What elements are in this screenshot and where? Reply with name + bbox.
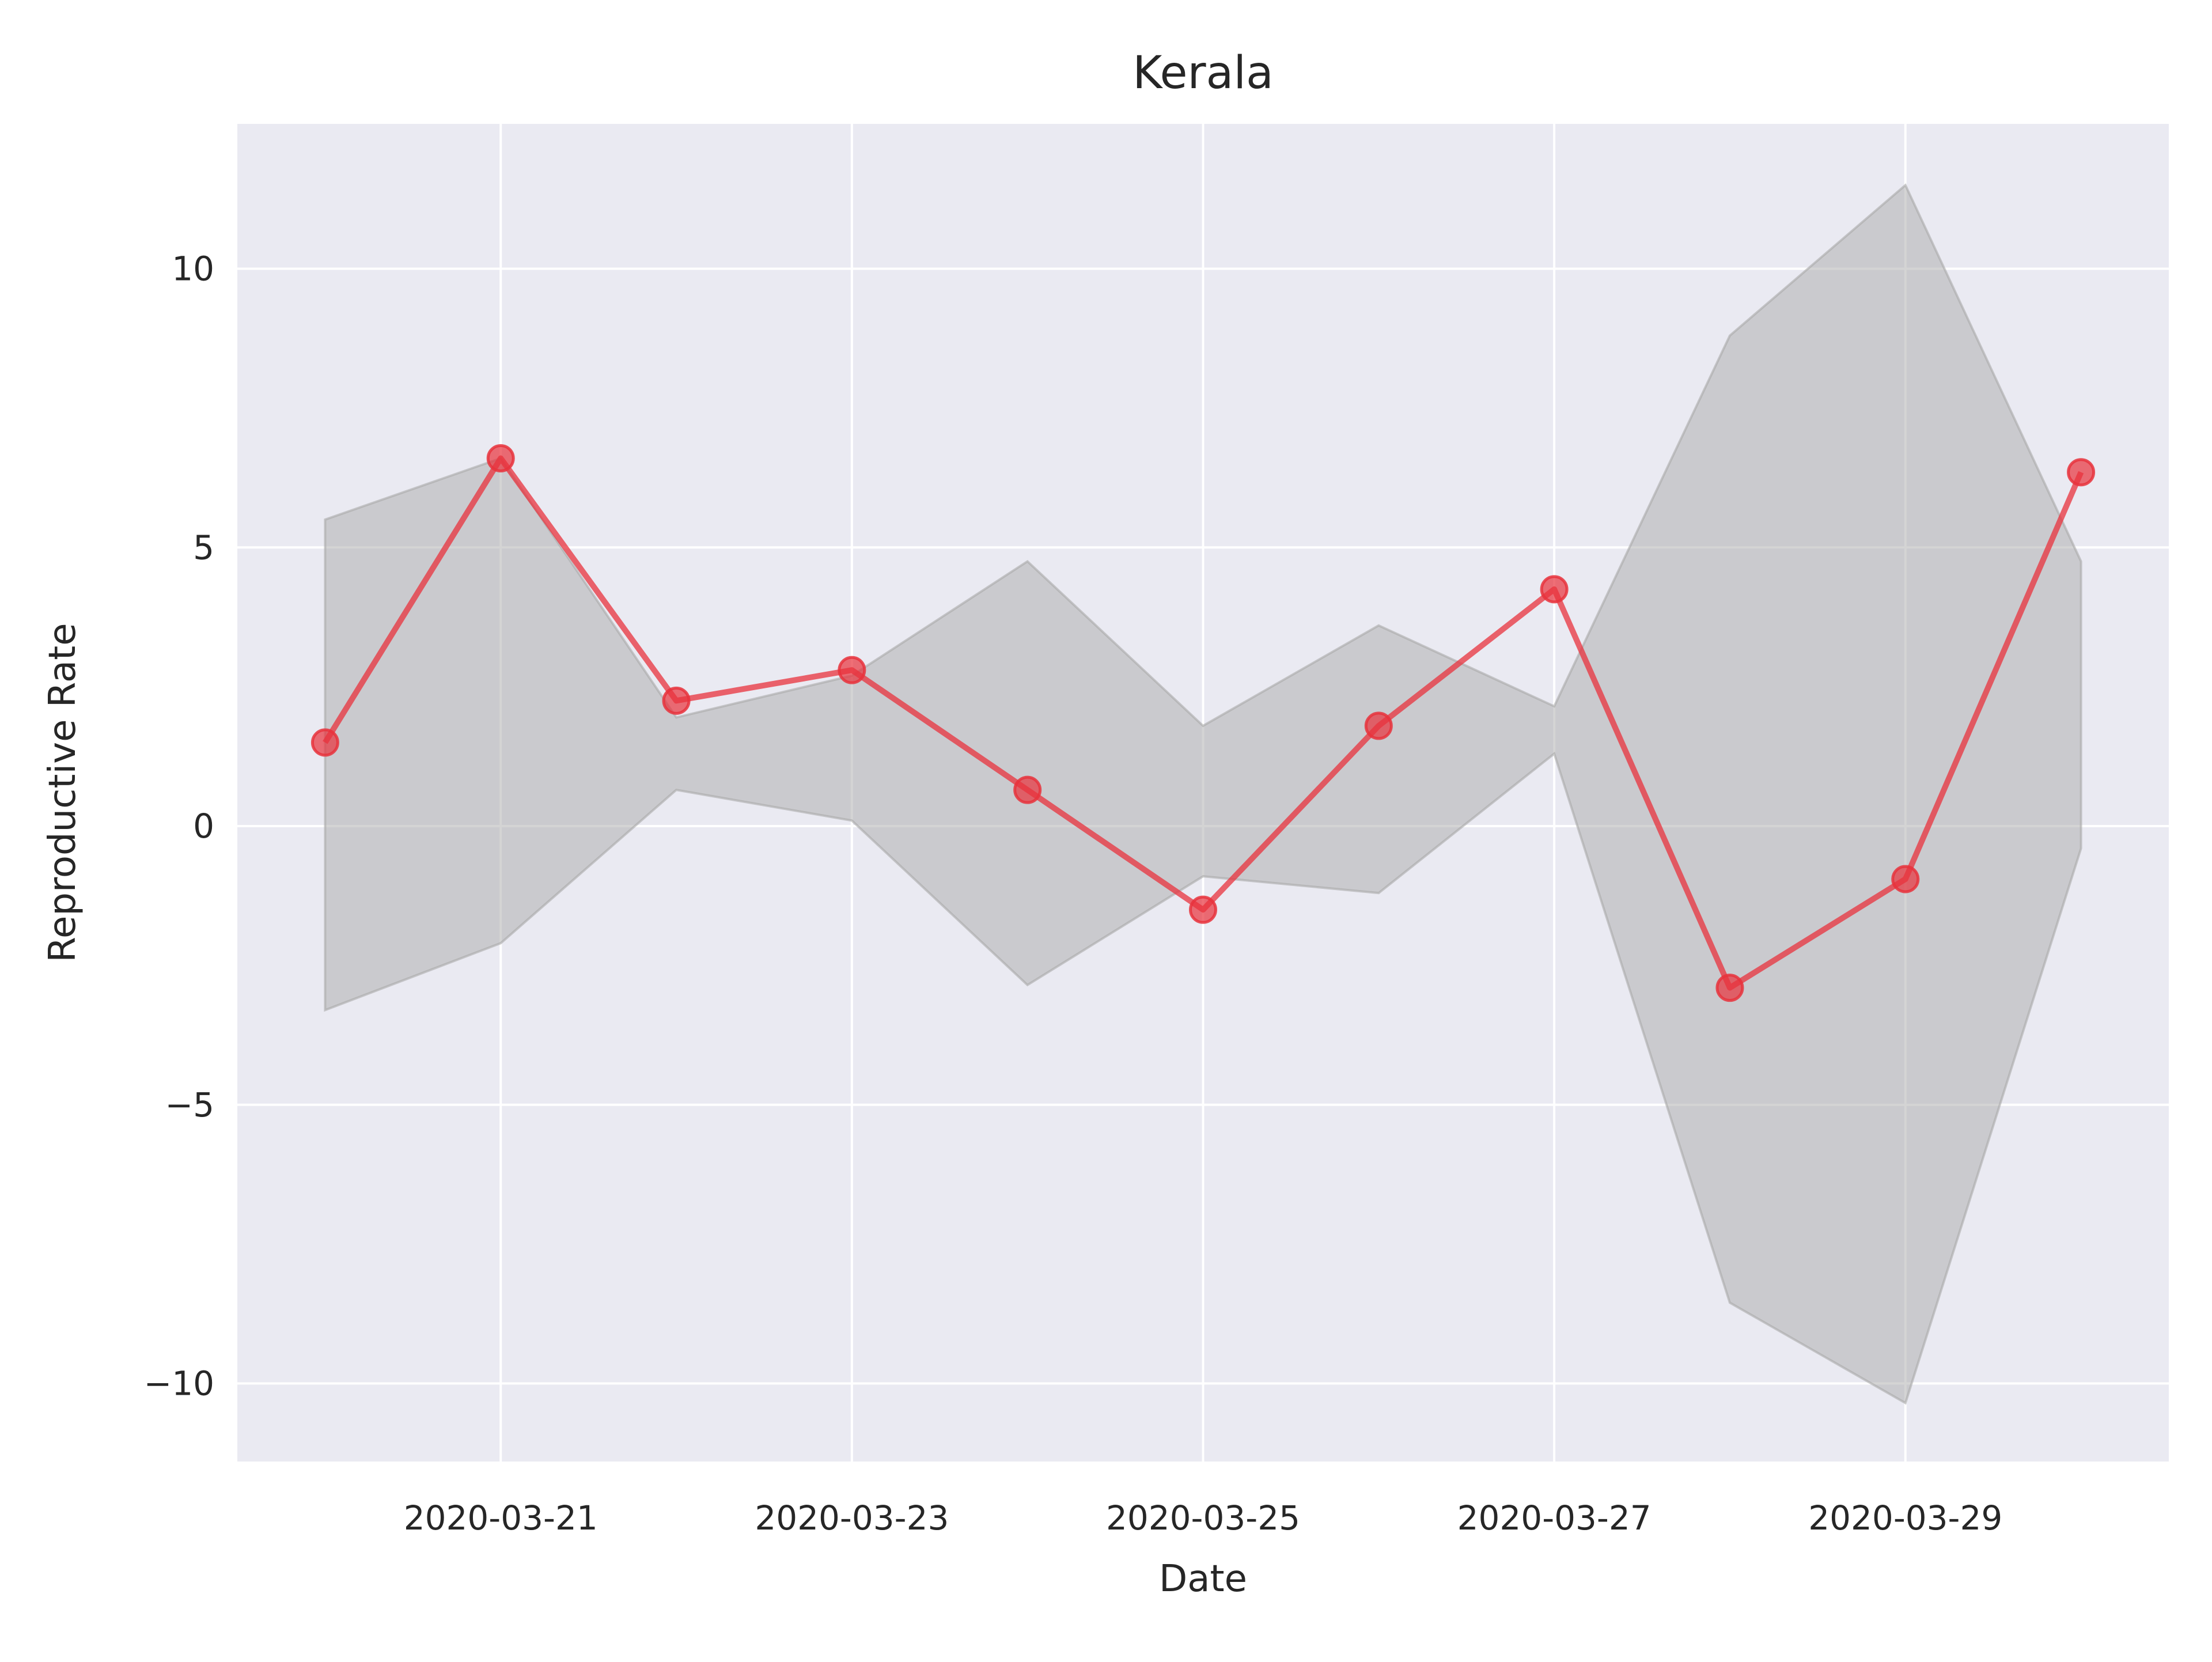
x-tick-label: 2020-03-27 (1457, 1498, 1652, 1538)
data-point (1189, 895, 1217, 924)
data-point (310, 728, 339, 757)
data-point (1715, 974, 1744, 1002)
y-tick-label: 0 (193, 807, 214, 846)
series-markers (310, 444, 2096, 1002)
data-point (1891, 865, 1920, 894)
data-point (486, 444, 515, 472)
data-point (2067, 458, 2096, 487)
x-tick-label: 2020-03-23 (755, 1498, 949, 1538)
x-tick-label: 2020-03-29 (1808, 1498, 2002, 1538)
y-tick-label: −5 (165, 1085, 215, 1125)
y-tick-labels: −10 −5 0 5 10 (144, 249, 214, 1403)
data-point (1540, 575, 1569, 604)
y-tick-label: −10 (144, 1364, 214, 1403)
x-tick-labels: 2020-03-21 2020-03-23 2020-03-25 2020-03-27… (404, 1498, 2003, 1538)
x-axis-label: Date (1159, 1558, 1247, 1600)
data-point (1013, 775, 1042, 804)
data-point (662, 686, 691, 715)
chart-title: Kerala (1132, 47, 1274, 99)
confidence-band-area (324, 183, 2082, 1405)
confidence-band (324, 183, 2082, 1405)
y-tick-label: 5 (193, 528, 214, 567)
x-tick-label: 2020-03-21 (404, 1498, 598, 1538)
data-point (1364, 711, 1393, 740)
y-tick-label: 10 (172, 249, 214, 289)
y-axis-label: Reproductive Rate (41, 623, 84, 962)
x-tick-label: 2020-03-25 (1106, 1498, 1300, 1538)
data-point (838, 656, 866, 684)
